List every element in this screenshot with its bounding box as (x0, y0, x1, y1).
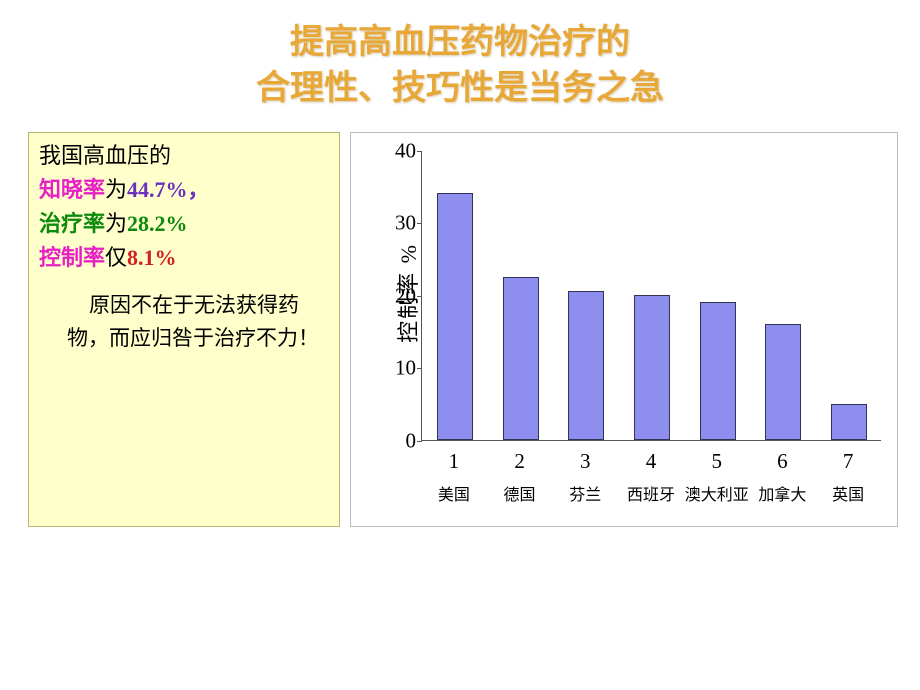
x-tick-number: 3 (565, 449, 605, 474)
bar (700, 302, 736, 440)
awareness-wei: 为 (105, 177, 127, 202)
title-line-1: 提高高血压药物治疗的 (0, 20, 920, 66)
y-tick-label: 20 (382, 283, 416, 308)
y-tick-mark (417, 223, 422, 224)
slide: 提高高血压药物治疗的 合理性、技巧性是当务之急 我国高血压的 知晓率为44.7%… (0, 0, 920, 690)
x-tick-label: 英国 (832, 481, 864, 505)
treatment-wei: 为 (105, 211, 127, 236)
awareness-line: 知晓率为44.7%， (39, 173, 329, 207)
y-tick-label: 10 (382, 356, 416, 381)
bar (765, 324, 801, 440)
x-tick-label: 美国 (438, 481, 470, 505)
chart-container: 控制率 % 010203040 1234567 美国德国芬兰西班牙澳大利亚加拿大… (350, 132, 898, 527)
body-row: 我国高血压的 知晓率为44.7%， 治疗率为28.2% 控制率仅8.1% 原因不… (0, 132, 920, 527)
x-tick-number: 4 (631, 449, 671, 474)
control-value: 8.1% (127, 245, 177, 270)
x-tick-number: 5 (697, 449, 737, 474)
treatment-label: 治疗率 (39, 211, 105, 236)
title-block: 提高高血压药物治疗的 合理性、技巧性是当务之急 (0, 20, 920, 112)
bar (568, 291, 604, 440)
awareness-value: 44.7%， (127, 177, 210, 202)
x-tick-label: 德国 (504, 481, 536, 505)
stats-intro-text: 我国高血压的 (39, 143, 171, 168)
stats-intro: 我国高血压的 (39, 139, 329, 173)
x-tick-label: 澳大利亚 (685, 481, 749, 505)
stats-box: 我国高血压的 知晓率为44.7%， 治疗率为28.2% 控制率仅8.1% 原因不… (28, 132, 340, 527)
treatment-line: 治疗率为28.2% (39, 207, 329, 241)
awareness-label: 知晓率 (39, 177, 105, 202)
title-line-2: 合理性、技巧性是当务之急 (0, 66, 920, 112)
control-line: 控制率仅8.1% (39, 241, 329, 275)
y-tick-mark (417, 296, 422, 297)
bar (634, 295, 670, 440)
x-tick-number: 6 (762, 449, 802, 474)
control-label: 控制率 (39, 245, 105, 270)
plot-area: 010203040 (421, 151, 881, 441)
x-tick-label: 西班牙 (627, 481, 675, 505)
bar (503, 277, 539, 440)
control-jin: 仅 (105, 245, 127, 270)
y-tick-mark (417, 151, 422, 152)
y-tick-label: 0 (382, 428, 416, 453)
reason-text: 原因不在于无法获得药物，而应归咎于治疗不力！ (39, 289, 329, 354)
y-tick-label: 30 (382, 211, 416, 236)
x-tick-number: 2 (500, 449, 540, 474)
bar (437, 193, 473, 440)
x-tick-number: 7 (828, 449, 868, 474)
x-tick-label: 芬兰 (569, 481, 601, 505)
x-tick-number: 1 (434, 449, 474, 474)
y-tick-mark (417, 441, 422, 442)
bar (831, 404, 867, 440)
treatment-value: 28.2% (127, 211, 188, 236)
y-tick-mark (417, 368, 422, 369)
y-tick-label: 40 (382, 138, 416, 163)
x-tick-label: 加拿大 (758, 481, 806, 505)
